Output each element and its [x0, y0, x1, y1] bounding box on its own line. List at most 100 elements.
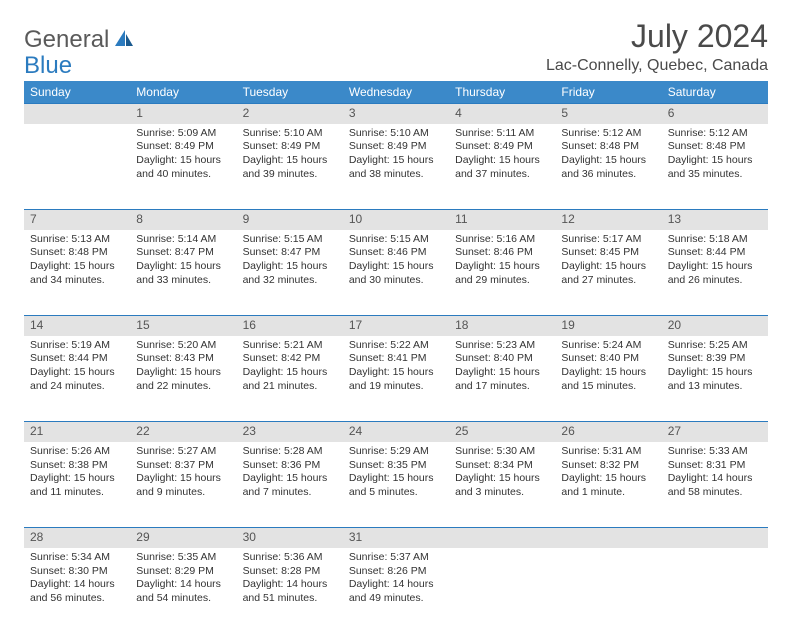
day-cell: Sunrise: 5:14 AMSunset: 8:47 PMDaylight:… [130, 230, 236, 316]
daylight-text: Daylight: 14 hours and 58 minutes. [668, 472, 762, 499]
sunset-text: Sunset: 8:48 PM [668, 140, 762, 154]
day-number-cell: 20 [662, 316, 768, 336]
day-cell: Sunrise: 5:17 AMSunset: 8:45 PMDaylight:… [555, 230, 661, 316]
sunrise-text: Sunrise: 5:35 AM [136, 551, 230, 565]
daylight-text: Daylight: 14 hours and 56 minutes. [30, 578, 124, 605]
day-cell: Sunrise: 5:18 AMSunset: 8:44 PMDaylight:… [662, 230, 768, 316]
day-cell: Sunrise: 5:31 AMSunset: 8:32 PMDaylight:… [555, 442, 661, 528]
sunset-text: Sunset: 8:40 PM [455, 352, 549, 366]
daylight-text: Daylight: 15 hours and 36 minutes. [561, 154, 655, 181]
day-number-cell: 12 [555, 210, 661, 230]
header: General July 2024 Lac-Connelly, Quebec, … [24, 18, 768, 75]
day-cell [449, 548, 555, 634]
sunrise-text: Sunrise: 5:10 AM [349, 127, 443, 141]
daylight-text: Daylight: 15 hours and 38 minutes. [349, 154, 443, 181]
sunset-text: Sunset: 8:30 PM [30, 565, 124, 579]
sunset-text: Sunset: 8:48 PM [561, 140, 655, 154]
sunrise-text: Sunrise: 5:16 AM [455, 233, 549, 247]
week-row: Sunrise: 5:26 AMSunset: 8:38 PMDaylight:… [24, 442, 768, 528]
day-number-cell [555, 528, 661, 548]
sunrise-text: Sunrise: 5:37 AM [349, 551, 443, 565]
sunrise-text: Sunrise: 5:15 AM [243, 233, 337, 247]
day-number-cell: 5 [555, 104, 661, 124]
logo-text-1: General [24, 26, 109, 54]
logo-sail-icon [113, 28, 135, 53]
day-number-cell [662, 528, 768, 548]
sunset-text: Sunset: 8:49 PM [136, 140, 230, 154]
sunset-text: Sunset: 8:32 PM [561, 459, 655, 473]
day-cell: Sunrise: 5:27 AMSunset: 8:37 PMDaylight:… [130, 442, 236, 528]
sunrise-text: Sunrise: 5:12 AM [668, 127, 762, 141]
weekday-header: Thursday [449, 81, 555, 104]
weekday-header: Wednesday [343, 81, 449, 104]
day-number-row: 78910111213 [24, 210, 768, 230]
day-number-cell: 22 [130, 422, 236, 442]
day-cell [662, 548, 768, 634]
sunrise-text: Sunrise: 5:09 AM [136, 127, 230, 141]
day-cell: Sunrise: 5:34 AMSunset: 8:30 PMDaylight:… [24, 548, 130, 634]
sunset-text: Sunset: 8:36 PM [243, 459, 337, 473]
daylight-text: Daylight: 15 hours and 15 minutes. [561, 366, 655, 393]
daylight-text: Daylight: 15 hours and 34 minutes. [30, 260, 124, 287]
day-cell: Sunrise: 5:19 AMSunset: 8:44 PMDaylight:… [24, 336, 130, 422]
day-cell: Sunrise: 5:20 AMSunset: 8:43 PMDaylight:… [130, 336, 236, 422]
sunrise-text: Sunrise: 5:30 AM [455, 445, 549, 459]
day-cell: Sunrise: 5:30 AMSunset: 8:34 PMDaylight:… [449, 442, 555, 528]
day-number-cell [449, 528, 555, 548]
sunset-text: Sunset: 8:44 PM [30, 352, 124, 366]
sunrise-text: Sunrise: 5:26 AM [30, 445, 124, 459]
calendar-table: Sunday Monday Tuesday Wednesday Thursday… [24, 81, 768, 634]
weekday-header: Tuesday [237, 81, 343, 104]
sunrise-text: Sunrise: 5:18 AM [668, 233, 762, 247]
sunrise-text: Sunrise: 5:33 AM [668, 445, 762, 459]
day-cell: Sunrise: 5:15 AMSunset: 8:46 PMDaylight:… [343, 230, 449, 316]
daylight-text: Daylight: 15 hours and 33 minutes. [136, 260, 230, 287]
sunrise-text: Sunrise: 5:36 AM [243, 551, 337, 565]
logo-text-2: Blue [24, 52, 72, 79]
sunset-text: Sunset: 8:31 PM [668, 459, 762, 473]
sunrise-text: Sunrise: 5:13 AM [30, 233, 124, 247]
daylight-text: Daylight: 15 hours and 35 minutes. [668, 154, 762, 181]
day-number-cell: 15 [130, 316, 236, 336]
sunrise-text: Sunrise: 5:34 AM [30, 551, 124, 565]
daylight-text: Daylight: 14 hours and 54 minutes. [136, 578, 230, 605]
sunset-text: Sunset: 8:46 PM [349, 246, 443, 260]
day-number-cell [24, 104, 130, 124]
day-cell: Sunrise: 5:15 AMSunset: 8:47 PMDaylight:… [237, 230, 343, 316]
daylight-text: Daylight: 15 hours and 19 minutes. [349, 366, 443, 393]
day-cell: Sunrise: 5:23 AMSunset: 8:40 PMDaylight:… [449, 336, 555, 422]
logo: General [24, 26, 137, 54]
day-number-cell: 18 [449, 316, 555, 336]
day-number-cell: 17 [343, 316, 449, 336]
day-number-cell: 7 [24, 210, 130, 230]
daylight-text: Daylight: 15 hours and 13 minutes. [668, 366, 762, 393]
day-number-row: 123456 [24, 104, 768, 124]
sunrise-text: Sunrise: 5:21 AM [243, 339, 337, 353]
day-cell: Sunrise: 5:36 AMSunset: 8:28 PMDaylight:… [237, 548, 343, 634]
day-number-cell: 2 [237, 104, 343, 124]
sunrise-text: Sunrise: 5:23 AM [455, 339, 549, 353]
day-cell [555, 548, 661, 634]
title-block: July 2024 Lac-Connelly, Quebec, Canada [546, 18, 768, 75]
day-cell: Sunrise: 5:13 AMSunset: 8:48 PMDaylight:… [24, 230, 130, 316]
daylight-text: Daylight: 15 hours and 17 minutes. [455, 366, 549, 393]
sunset-text: Sunset: 8:34 PM [455, 459, 549, 473]
daylight-text: Daylight: 15 hours and 1 minute. [561, 472, 655, 499]
day-cell: Sunrise: 5:24 AMSunset: 8:40 PMDaylight:… [555, 336, 661, 422]
day-cell: Sunrise: 5:10 AMSunset: 8:49 PMDaylight:… [237, 124, 343, 210]
week-row: Sunrise: 5:34 AMSunset: 8:30 PMDaylight:… [24, 548, 768, 634]
sunset-text: Sunset: 8:47 PM [243, 246, 337, 260]
sunset-text: Sunset: 8:41 PM [349, 352, 443, 366]
day-cell: Sunrise: 5:12 AMSunset: 8:48 PMDaylight:… [555, 124, 661, 210]
day-cell: Sunrise: 5:35 AMSunset: 8:29 PMDaylight:… [130, 548, 236, 634]
day-number-cell: 25 [449, 422, 555, 442]
day-cell: Sunrise: 5:25 AMSunset: 8:39 PMDaylight:… [662, 336, 768, 422]
sunrise-text: Sunrise: 5:20 AM [136, 339, 230, 353]
sunset-text: Sunset: 8:35 PM [349, 459, 443, 473]
day-cell: Sunrise: 5:28 AMSunset: 8:36 PMDaylight:… [237, 442, 343, 528]
day-cell: Sunrise: 5:09 AMSunset: 8:49 PMDaylight:… [130, 124, 236, 210]
sunset-text: Sunset: 8:45 PM [561, 246, 655, 260]
sunset-text: Sunset: 8:46 PM [455, 246, 549, 260]
day-cell [24, 124, 130, 210]
sunrise-text: Sunrise: 5:14 AM [136, 233, 230, 247]
